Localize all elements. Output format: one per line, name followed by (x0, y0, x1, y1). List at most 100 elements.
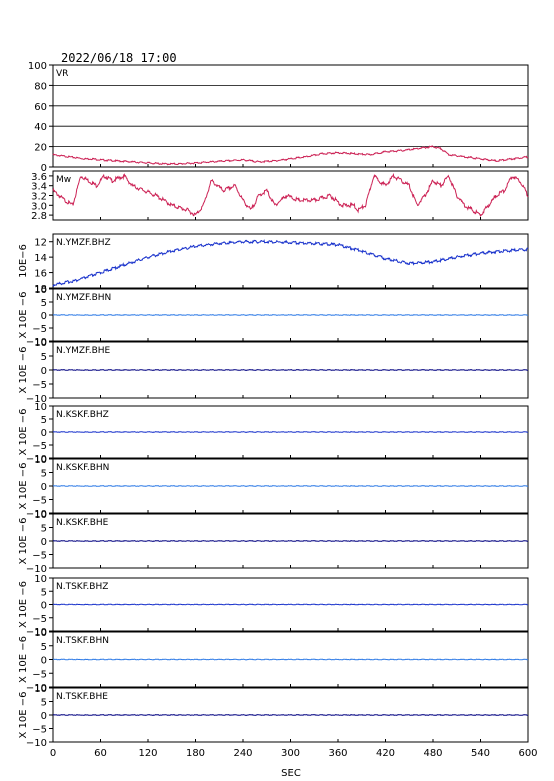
x-tick-label: 60 (94, 748, 107, 759)
y-tick-label: 3.6 (31, 172, 47, 183)
y-tick-label: −10 (26, 509, 47, 520)
y-axis-label: X 10E −6 (18, 518, 29, 565)
y-tick-label: 40 (34, 122, 47, 133)
y-tick-label: 0 (41, 366, 47, 377)
x-tick-label: 600 (518, 748, 537, 759)
y-tick-label: −5 (32, 441, 47, 452)
panel-label: N.YMZF.BHE (56, 346, 111, 356)
y-tick-label: 0 (41, 537, 47, 548)
y-tick-label: 60 (34, 102, 47, 113)
y-tick-label: −5 (32, 614, 47, 625)
y-tick-label: 18 (34, 284, 47, 295)
y-tick-label: −10 (26, 627, 47, 638)
y-tick-label: 16 (34, 269, 47, 280)
y-tick-label: 0 (41, 601, 47, 612)
y-tick-label: −5 (32, 324, 47, 335)
y-tick-label: −10 (26, 564, 47, 575)
y-tick-label: 10 (34, 574, 47, 585)
y-tick-label: 5 (41, 698, 47, 709)
series-line (52, 314, 529, 316)
y-axis-label: X 10E −6 (18, 409, 29, 456)
y-tick-label: 10 (34, 628, 47, 639)
y-axis-label: X 10E −6 (18, 581, 29, 628)
x-tick-label: 420 (376, 748, 395, 759)
y-tick-label: −10 (26, 454, 47, 465)
y-tick-label: 0 (41, 311, 47, 322)
y-tick-label: −5 (32, 669, 47, 680)
panel-label: Mw (56, 175, 71, 185)
x-tick-label: 0 (50, 748, 56, 759)
y-tick-label: 10 (34, 684, 47, 695)
y-tick-label: 0 (41, 711, 47, 722)
panel-label: N.YMZF.BHZ (56, 238, 111, 248)
x-tick-label: 480 (423, 748, 442, 759)
y-tick-label: −5 (32, 380, 47, 391)
y-axis-label: X 10E −6 (18, 463, 29, 510)
series-line (52, 714, 529, 716)
y-tick-label: 80 (34, 81, 47, 92)
x-tick-label: 240 (233, 748, 252, 759)
y-tick-label: 0 (41, 656, 47, 667)
series-line (52, 431, 529, 433)
panel-label: N.TSKF.BHZ (56, 582, 108, 592)
series-line (52, 603, 529, 606)
y-axis-label: X 10E −6 (18, 292, 29, 339)
y-tick-label: 5 (41, 469, 47, 480)
y-tick-label: −5 (32, 496, 47, 507)
panel-label: N.KSKF.BHE (56, 518, 109, 528)
y-tick-label: 10 (34, 402, 47, 413)
panel-frame (52, 233, 529, 289)
y-tick-label: 100 (28, 61, 47, 72)
y-tick-label: 5 (41, 298, 47, 309)
y-tick-label: 10 (34, 285, 47, 296)
series-line (52, 369, 529, 371)
y-tick-label: 20 (34, 143, 47, 154)
y-tick-label: 10 (34, 510, 47, 521)
y-tick-label: −10 (26, 683, 47, 694)
y-tick-label: −10 (26, 738, 47, 749)
panel-label: N.KSKF.BHZ (56, 410, 109, 420)
x-tick-label: 180 (186, 748, 205, 759)
y-axis-label: X 10E −6 (18, 636, 29, 683)
y-tick-label: 5 (41, 415, 47, 426)
y-tick-label: 0 (41, 482, 47, 493)
y-axis-label: X 10E −6 (18, 692, 29, 739)
y-axis-label: 10E−6 (18, 244, 29, 278)
y-tick-label: 10 (34, 338, 47, 349)
chart-title: 2022/06/18 17:00 (61, 51, 177, 65)
y-tick-label: −10 (26, 337, 47, 348)
x-axis-label: SEC (281, 768, 301, 779)
panel-label: VR (56, 69, 68, 79)
x-tick-label: 540 (471, 748, 490, 759)
y-tick-label: 14 (34, 253, 47, 264)
series-line (52, 540, 529, 542)
series-line (52, 172, 529, 218)
y-tick-label: 5 (41, 524, 47, 535)
panel-label: N.TSKF.BHE (56, 692, 108, 702)
series-line (52, 239, 529, 288)
series-line (52, 658, 529, 661)
y-tick-label: 0 (41, 163, 47, 174)
y-tick-label: 5 (41, 587, 47, 598)
panel-label: N.KSKF.BHN (56, 463, 109, 473)
y-tick-label: 12 (34, 238, 47, 249)
x-tick-label: 360 (328, 748, 347, 759)
y-axis-label: X 10E −6 (18, 347, 29, 394)
x-tick-label: 120 (138, 748, 157, 759)
y-tick-label: 5 (41, 642, 47, 653)
y-tick-label: 3.4 (31, 182, 47, 193)
y-tick-label: 10 (34, 455, 47, 466)
y-tick-label: 3.0 (31, 201, 47, 212)
y-tick-label: 3.2 (31, 192, 47, 203)
y-tick-label: 2.8 (31, 211, 47, 222)
panel-label: N.YMZF.BHN (56, 293, 111, 303)
y-tick-label: 0 (41, 428, 47, 439)
y-tick-label: −5 (32, 551, 47, 562)
panel-label: N.TSKF.BHN (56, 636, 109, 646)
panel-frame (52, 64, 529, 168)
y-tick-label: −5 (32, 725, 47, 736)
series-line (52, 145, 529, 166)
y-tick-label: −10 (26, 394, 47, 405)
x-tick-label: 300 (281, 748, 300, 759)
